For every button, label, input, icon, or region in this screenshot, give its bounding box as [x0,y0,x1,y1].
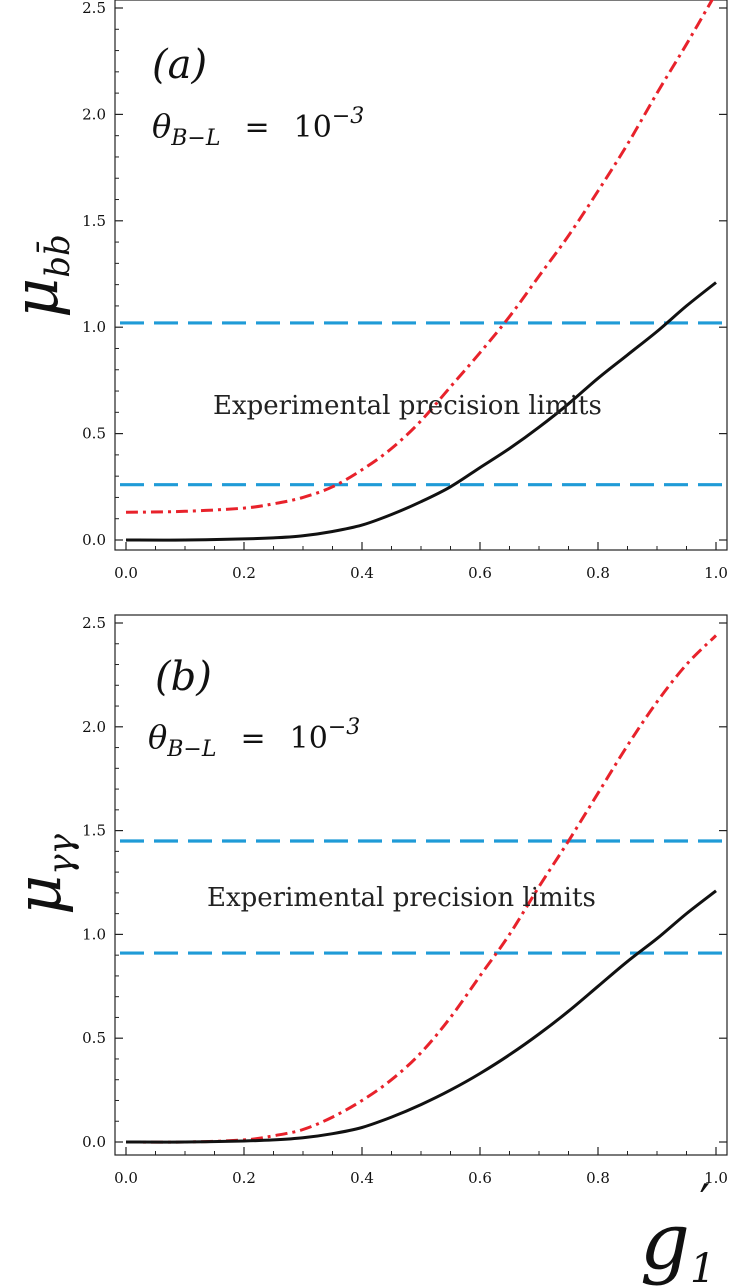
panel-a-label: (a) [152,42,207,88]
panel-b-solid-curve [125,889,717,1144]
panel-a-y-axis-label: μbb̄ [0,234,78,318]
y-tick-label: 1.0 [82,925,106,943]
x-tick-label: 0.0 [114,564,138,582]
y-tick-label: 1.5 [82,822,106,840]
y-tick-label: 0.5 [82,425,106,443]
x-tick-label: 0.4 [350,564,374,582]
x-axis-label: g1′ [640,1174,715,1287]
x-tick-label: 0.6 [468,1169,492,1187]
panel-b-label: (b) [155,654,212,700]
panel-b-theta-annotation: θB−L = 10−3 [148,715,360,762]
panel-b-y-axis-label: μγγ [2,833,81,915]
panel-a-series [125,0,717,542]
y-tick-label: 2.0 [82,718,106,736]
panel-a-solid-curve [125,281,717,542]
x-tick-label: 1.0 [704,1169,728,1187]
y-tick-label: 2.5 [82,0,106,17]
x-tick-label: 1.0 [704,564,728,582]
x-tick-label: 0.2 [232,1169,256,1187]
panel-a-theta-annotation: θB−L = 10−3 [152,104,364,151]
panel-b-ticks: 0.0 0.5 1.0 1.5 2.0 2.5 0.0 0.2 0.4 0.6 0.8 1.0 [82,614,728,1187]
panel-a-precision-note: Experimental precision limits [213,391,602,421]
x-tick-label: 0.0 [114,1169,138,1187]
x-tick-label: 0.4 [350,1169,374,1187]
x-tick-label: 0.8 [586,1169,610,1187]
panel-b-series [125,634,718,1144]
panel-a-ticks: 0.0 0.5 1.0 1.5 2.0 2.5 0.0 0.2 0.4 0.6 0.8 1.0 [82,0,728,582]
panel-a-dashdot-curve [125,0,714,514]
y-tick-label: 0.0 [82,531,106,549]
y-tick-label: 0.5 [82,1029,106,1047]
y-tick-label: 2.5 [82,614,106,632]
x-tick-label: 0.6 [468,564,492,582]
x-tick-label: 0.8 [586,564,610,582]
panel-b-precision-note: Experimental precision limits [207,883,596,913]
y-tick-label: 1.0 [82,318,106,336]
y-tick-label: 2.0 [82,105,106,123]
x-tick-label: 0.2 [232,564,256,582]
panel-a: 0.0 0.5 1.0 1.5 2.0 2.5 0.0 0.2 0.4 0.6 0.8 1.0 (a)… [0,0,728,582]
panel-b: 0.0 0.5 1.0 1.5 2.0 2.5 0.0 0.2 0.4 0.6 0.8 1.0 (b)… [2,614,728,1187]
y-tick-label: 0.0 [82,1133,106,1151]
y-tick-label: 1.5 [82,212,106,230]
